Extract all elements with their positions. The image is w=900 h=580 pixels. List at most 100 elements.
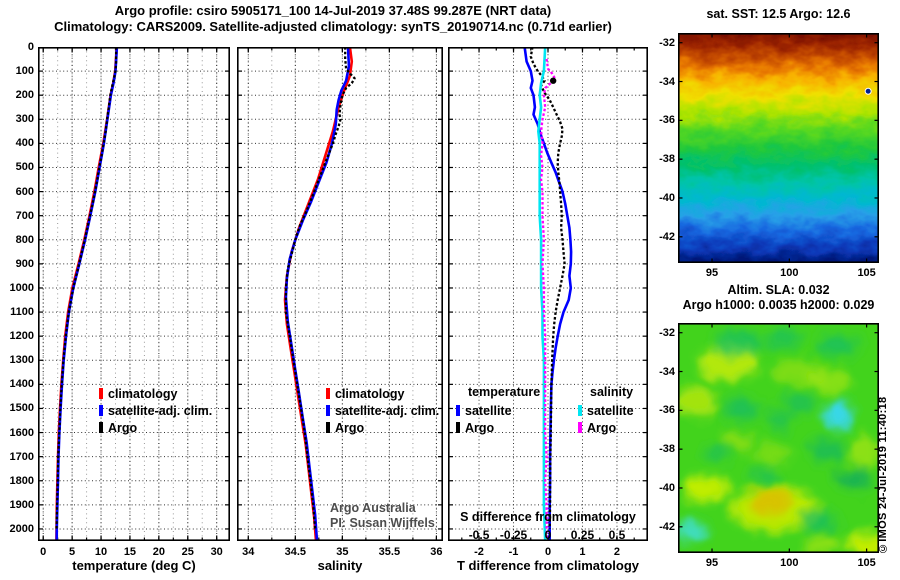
lon-tick-label: 100 — [780, 557, 799, 569]
x-tick-label: 10 — [94, 546, 108, 558]
satellite-adj-line-marker — [99, 405, 103, 416]
x-tick-label: 1 — [579, 546, 586, 558]
depth-tick-label: 1000 — [9, 281, 34, 294]
x-tick-label: 20 — [152, 546, 165, 558]
x-tick-label: -2 — [474, 546, 484, 558]
legend-item-climatology: climatology — [326, 385, 439, 402]
lon-tick-label: 95 — [705, 557, 719, 569]
legend-label: climatology — [108, 386, 178, 401]
argo-line-marker — [99, 422, 103, 433]
depth-tick-label: 1600 — [9, 426, 34, 439]
temperature-axis-label: temperature (deg C) — [72, 558, 196, 573]
series-t-satellite — [523, 47, 573, 541]
depth-tick-label: 1100 — [10, 306, 34, 319]
argo-float-marker — [864, 87, 872, 95]
legend-item-argo: Argo — [99, 419, 212, 436]
legend-label: satellite-adj. clim. — [335, 403, 440, 418]
lon-tick-label: 100 — [780, 267, 799, 279]
t-argo-line-marker — [456, 422, 460, 433]
lat-tick-label: -32 — [659, 326, 675, 339]
depth-tick-label: 1300 — [9, 354, 34, 367]
series-argo — [284, 47, 356, 530]
lat-tick-label: -34 — [659, 75, 675, 88]
sst-map — [678, 33, 879, 263]
x-tick-label: 35 — [336, 546, 349, 558]
series-t-argo — [529, 47, 566, 530]
s-satellite-line-marker — [578, 405, 582, 416]
s-difference-legend: salinity satellite Argo — [578, 385, 634, 436]
lat-tick-label: -40 — [659, 191, 675, 204]
s-axis-tick-label: -0.25 — [499, 528, 528, 542]
legend-item-argo: Argo — [326, 419, 439, 436]
sst-map-title: sat. SST: 12.5 Argo: 12.6 — [706, 7, 851, 21]
s-axis-tick-label: 0.5 — [608, 528, 626, 542]
legend-label: satellite-adj. clim. — [108, 403, 213, 418]
page-subtitle: Climatology: CARS2009. Satellite-adjuste… — [54, 19, 612, 34]
depth-tick-label: 600 — [15, 185, 34, 198]
sla-value-label: Altim. SLA: 0.032 — [727, 283, 830, 297]
t-difference-legend: temperature satellite Argo — [456, 385, 540, 436]
lon-tick-label: 105 — [857, 557, 876, 569]
depth-tick-label: 800 — [15, 233, 34, 246]
salinity-legend: climatology satellite-adj. clim. Argo — [326, 385, 439, 436]
legend-header-salinity: salinity — [590, 385, 634, 399]
temperature-profile-panel — [38, 47, 230, 541]
depth-tick-label: 500 — [15, 161, 34, 174]
depth-tick-label: 100 — [15, 65, 34, 78]
legend-label: Argo — [108, 420, 138, 435]
depth-tick-label: 1400 — [9, 378, 34, 391]
temperature-legend: climatology satellite-adj. clim. Argo — [99, 385, 212, 436]
depth-tick-label: 1900 — [9, 498, 34, 511]
imos-watermark: ©IMOS 24-Jul-2019 11:40:18 — [877, 396, 889, 554]
lat-tick-label: -32 — [659, 36, 675, 49]
lon-tick-label: 95 — [705, 267, 719, 279]
legend-item-satellite-adj: satellite-adj. clim. — [326, 402, 439, 419]
series-s-argo — [539, 58, 557, 541]
satellite-adj-line-marker — [326, 405, 330, 416]
lat-tick-label: -36 — [659, 114, 675, 127]
depth-tick-label: 1200 — [9, 330, 34, 343]
s-axis-tick-label: 0.25 — [570, 528, 595, 542]
s-argo-line-marker — [578, 422, 582, 433]
lat-tick-label: -34 — [659, 365, 675, 378]
legend-label: Argo — [587, 420, 617, 435]
depth-tick-label: 900 — [15, 257, 34, 270]
depth-tick-label: 300 — [15, 113, 34, 126]
lat-tick-label: -38 — [659, 443, 675, 456]
climatology-line-marker — [99, 388, 103, 399]
legend-label: Argo — [335, 420, 365, 435]
depth-tick-label: 400 — [15, 137, 34, 150]
legend-item-argo: Argo — [456, 419, 540, 436]
depth-tick-label: 1800 — [9, 474, 34, 487]
x-tick-label: 36 — [430, 546, 443, 558]
x-tick-label: 0 — [544, 546, 552, 558]
x-tick-label: -1 — [508, 546, 519, 558]
x-tick-label: 15 — [123, 546, 137, 558]
legend-header-temperature: temperature — [468, 385, 541, 399]
x-tick-label: 0 — [40, 546, 47, 558]
argo-line-marker — [326, 422, 330, 433]
x-tick-label: 25 — [181, 546, 194, 558]
lat-tick-label: -36 — [659, 404, 675, 417]
legend-item-satellite: satellite — [578, 402, 634, 419]
depth-tick-label: 1500 — [9, 402, 34, 415]
difference-profile-panel — [448, 47, 648, 541]
x-tick-label: 34 — [242, 546, 255, 558]
page-title: Argo profile: csiro 5905171_100 14-Jul-2… — [114, 3, 552, 18]
t-difference-axis-label: T difference from climatology — [456, 558, 640, 573]
s-axis-tick-label: -0.5 — [468, 528, 490, 542]
t-satellite-line-marker — [456, 405, 460, 416]
s-axis-tick-label: 0 — [544, 528, 552, 542]
depth-tick-label: 700 — [15, 209, 34, 222]
lat-tick-label: -42 — [659, 520, 675, 533]
pi-annotation: PI: Susan Wijffels — [330, 516, 435, 530]
legend-label: Argo — [465, 420, 495, 435]
x-tick-label: 34.5 — [284, 546, 307, 558]
lat-tick-label: -38 — [659, 153, 675, 166]
lon-tick-label: 105 — [857, 267, 876, 279]
program-annotation: Argo Australia — [330, 501, 416, 515]
legend-label: climatology — [335, 386, 405, 401]
sla-map — [678, 323, 879, 553]
series-s-satellite — [537, 47, 547, 541]
